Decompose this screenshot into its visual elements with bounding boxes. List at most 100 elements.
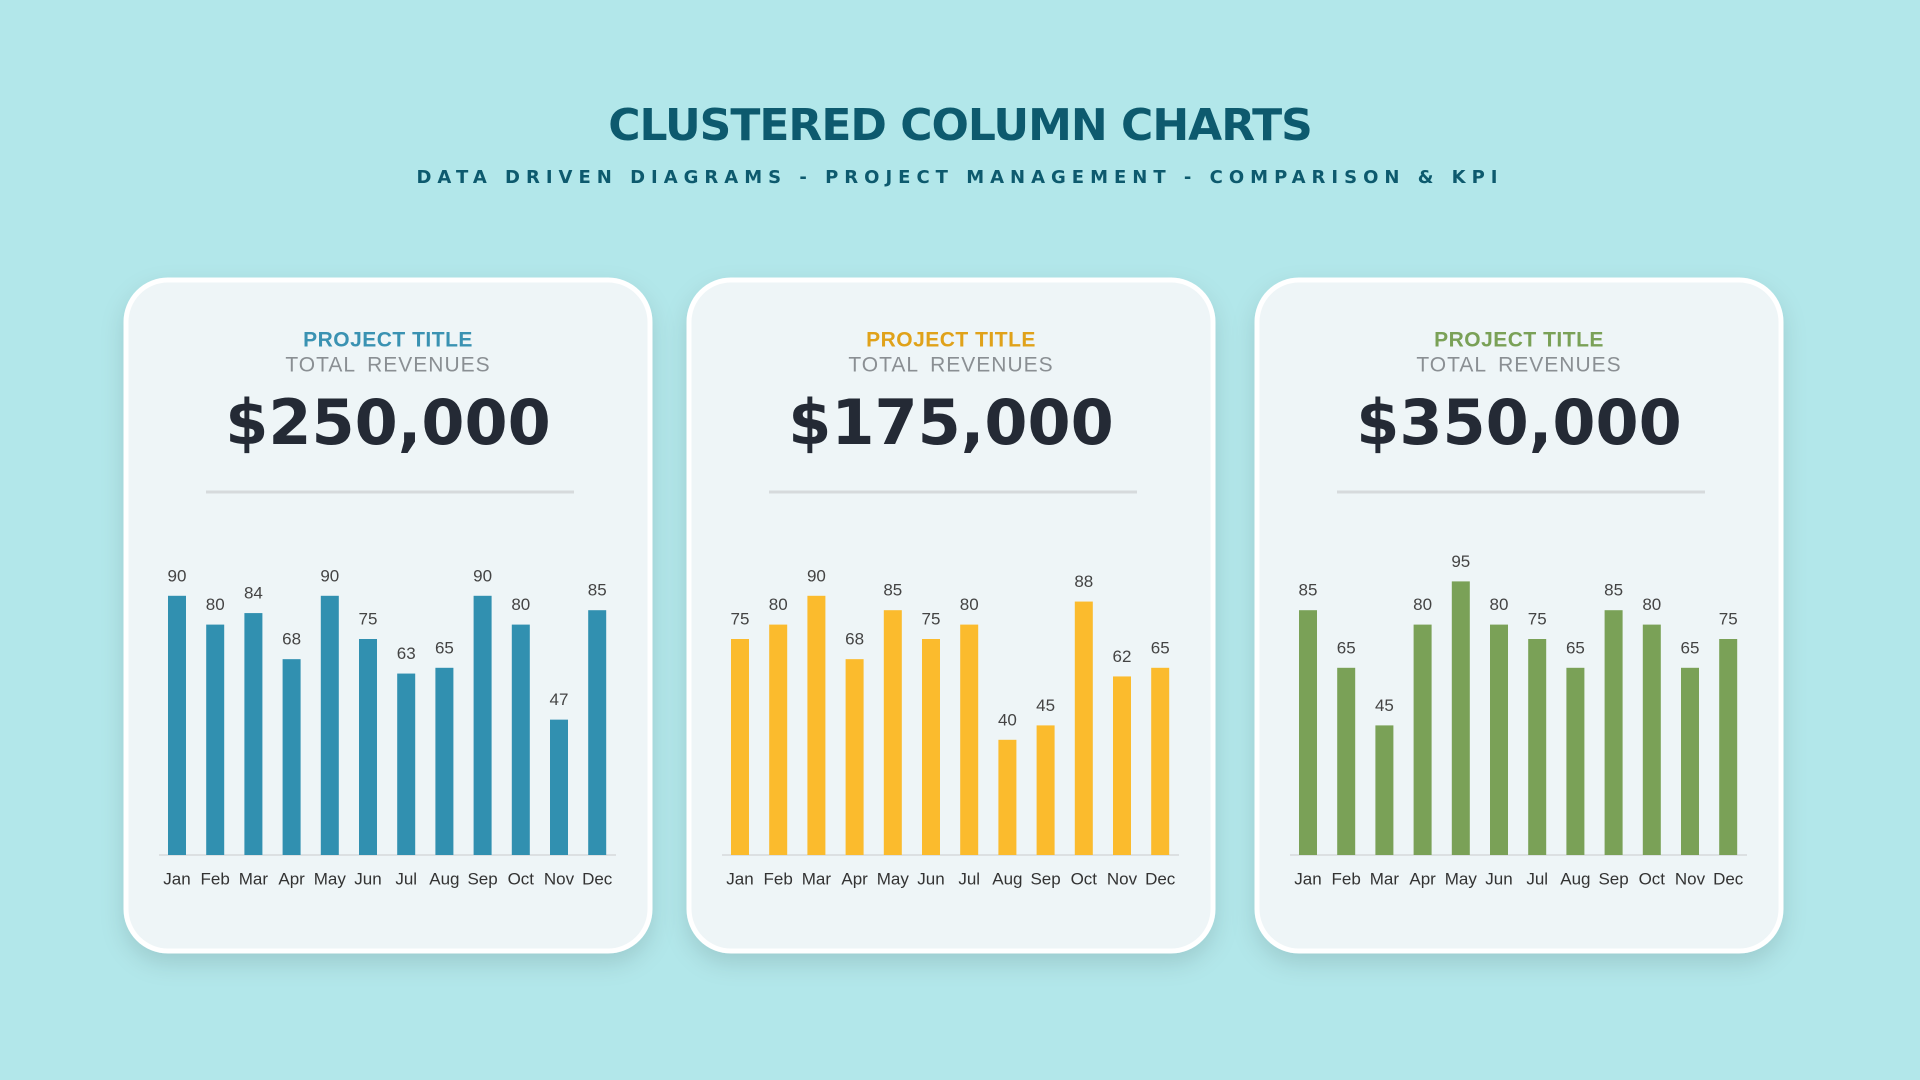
value-label: 75 — [922, 609, 941, 628]
value-label: 68 — [282, 630, 301, 649]
bar — [883, 610, 902, 855]
bar — [1604, 610, 1623, 855]
x-tick-label: Jun — [917, 869, 944, 888]
x-tick-label: May — [1445, 869, 1478, 888]
value-label: 80 — [206, 595, 225, 614]
x-tick-label: Nov — [1675, 869, 1706, 888]
x-tick-label: Dec — [1145, 869, 1176, 888]
kpi-value: $350,000 — [1356, 386, 1682, 459]
x-tick-label: Jan — [726, 869, 753, 888]
value-label: 65 — [1337, 638, 1356, 657]
card-title: PROJECT TITLE — [303, 329, 473, 352]
bar — [550, 719, 568, 855]
value-label: 75 — [359, 609, 378, 628]
value-label: 75 — [731, 609, 750, 628]
bar — [1375, 725, 1394, 855]
kpi-value: $175,000 — [788, 386, 1114, 459]
value-label: 80 — [1413, 595, 1432, 614]
value-label: 47 — [550, 690, 569, 709]
card-background — [123, 277, 653, 954]
bar — [1337, 667, 1356, 855]
value-label: 88 — [1074, 572, 1093, 591]
value-label: 80 — [1490, 595, 1509, 614]
bar — [1299, 610, 1317, 855]
x-tick-label: Jan — [163, 869, 190, 888]
bar — [1036, 725, 1055, 855]
value-label: 90 — [807, 566, 826, 585]
value-label: 65 — [1681, 638, 1700, 657]
bar — [807, 595, 826, 855]
bar — [397, 673, 416, 855]
bar — [1451, 581, 1470, 855]
bar — [1642, 624, 1661, 855]
page-subtitle: DATA DRIVEN DIAGRAMS - PROJECT MANAGEMEN… — [416, 167, 1503, 188]
card-title: PROJECT TITLE — [1434, 329, 1604, 352]
x-tick-label: Oct — [1639, 869, 1666, 888]
value-label: 85 — [1604, 581, 1623, 600]
bar — [244, 613, 263, 855]
value-label: 95 — [1451, 552, 1470, 571]
value-label: 90 — [320, 566, 339, 585]
value-label: 85 — [1299, 581, 1318, 600]
value-label: 63 — [397, 644, 416, 663]
x-tick-label: Apr — [278, 869, 305, 888]
bar — [359, 639, 377, 855]
value-label: 90 — [168, 566, 187, 585]
bar — [206, 624, 225, 855]
value-label: 45 — [1036, 696, 1055, 715]
bar — [845, 659, 864, 855]
bar — [320, 595, 339, 855]
bar — [731, 639, 749, 855]
bar — [1413, 624, 1432, 855]
bar — [588, 610, 607, 855]
card-subtitle: TOTAL REVENUES — [1416, 354, 1621, 377]
value-label: 90 — [473, 566, 492, 585]
bar — [998, 739, 1017, 855]
value-label: 68 — [845, 630, 864, 649]
bar — [435, 667, 454, 855]
x-tick-label: Aug — [429, 869, 459, 888]
x-tick-label: Oct — [508, 869, 535, 888]
x-tick-label: Aug — [992, 869, 1022, 888]
value-label: 65 — [1566, 638, 1585, 657]
x-tick-label: Sep — [467, 869, 497, 888]
card-subtitle: TOTAL REVENUES — [285, 354, 490, 377]
x-tick-label: Mar — [1370, 869, 1400, 888]
x-tick-label: Jun — [1485, 869, 1512, 888]
value-label: 80 — [769, 595, 788, 614]
x-tick-label: Feb — [764, 869, 793, 888]
bar — [1566, 667, 1585, 855]
x-tick-label: Aug — [1560, 869, 1590, 888]
value-label: 62 — [1113, 647, 1132, 666]
value-label: 80 — [1642, 595, 1661, 614]
x-tick-label: Feb — [201, 869, 230, 888]
value-label: 75 — [1719, 609, 1738, 628]
bar — [168, 595, 186, 855]
page-title: CLUSTERED COLUMN CHARTS — [608, 100, 1312, 151]
x-tick-label: May — [314, 869, 347, 888]
x-tick-label: Oct — [1071, 869, 1098, 888]
value-label: 85 — [588, 581, 607, 600]
x-tick-label: Jul — [958, 869, 980, 888]
value-label: 40 — [998, 710, 1017, 729]
bar — [1151, 667, 1170, 855]
bar — [473, 595, 492, 855]
bar — [1681, 667, 1699, 855]
x-tick-label: Sep — [1598, 869, 1628, 888]
bar — [1719, 639, 1738, 855]
x-tick-label: Jun — [354, 869, 381, 888]
card-background — [686, 277, 1216, 954]
x-tick-label: Mar — [802, 869, 832, 888]
x-tick-label: Dec — [582, 869, 613, 888]
x-tick-label: Jul — [1526, 869, 1548, 888]
value-label: 45 — [1375, 696, 1394, 715]
bar — [1074, 601, 1093, 855]
x-tick-label: Dec — [1713, 869, 1744, 888]
bar — [282, 659, 301, 855]
x-tick-label: Mar — [239, 869, 269, 888]
x-tick-label: May — [877, 869, 910, 888]
